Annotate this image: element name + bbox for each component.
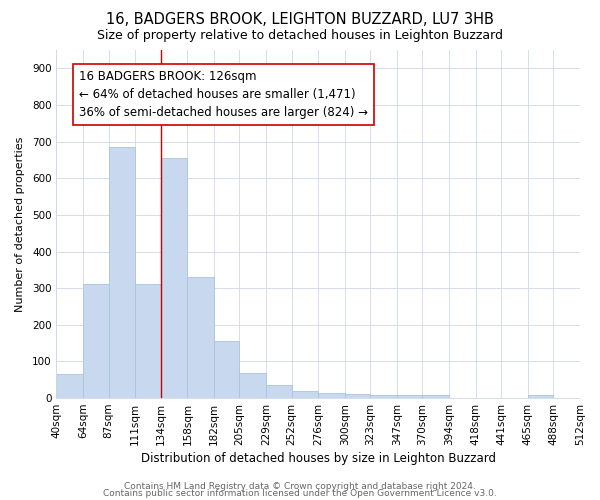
Text: 16 BADGERS BROOK: 126sqm
← 64% of detached houses are smaller (1,471)
36% of sem: 16 BADGERS BROOK: 126sqm ← 64% of detach… [79, 70, 368, 119]
Bar [422, 395, 449, 398]
Bar [56, 374, 83, 398]
Bar [266, 385, 292, 398]
Bar [292, 392, 318, 398]
X-axis label: Distribution of detached houses by size in Leighton Buzzard: Distribution of detached houses by size … [141, 452, 496, 465]
Bar [135, 284, 161, 398]
Text: Size of property relative to detached houses in Leighton Buzzard: Size of property relative to detached ho… [97, 29, 503, 42]
Text: 16, BADGERS BROOK, LEIGHTON BUZZARD, LU7 3HB: 16, BADGERS BROOK, LEIGHTON BUZZARD, LU7… [106, 12, 494, 28]
Bar [109, 147, 135, 398]
Bar [397, 395, 422, 398]
Text: Contains public sector information licensed under the Open Government Licence v3: Contains public sector information licen… [103, 489, 497, 498]
Bar [161, 158, 187, 398]
Bar [239, 373, 266, 398]
Text: Contains HM Land Registry data © Crown copyright and database right 2024.: Contains HM Land Registry data © Crown c… [124, 482, 476, 491]
Bar [528, 395, 553, 398]
Bar [370, 395, 397, 398]
Bar [318, 392, 345, 398]
Y-axis label: Number of detached properties: Number of detached properties [15, 136, 25, 312]
Bar [187, 277, 214, 398]
Bar [214, 342, 239, 398]
Bar [345, 394, 370, 398]
Bar [83, 284, 109, 398]
